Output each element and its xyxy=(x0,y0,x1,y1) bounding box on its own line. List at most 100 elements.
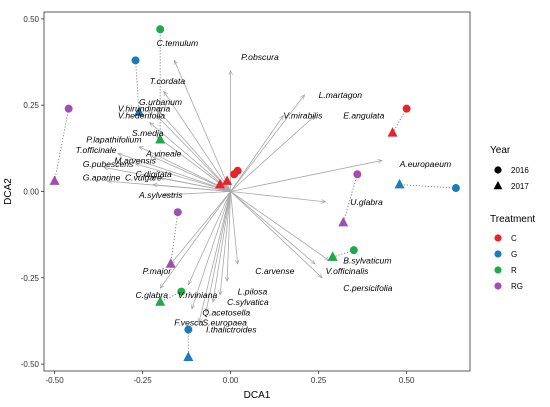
vector-arrow-f-vesca xyxy=(192,191,231,309)
point-g-2017 xyxy=(183,351,194,361)
vector-arrow-t-cordata xyxy=(164,91,231,192)
x-axis-tick-label: 0.50 xyxy=(399,376,415,385)
species-label-g-urbanum: G.urbanum xyxy=(139,97,182,107)
x-axis-tick-label: 0.25 xyxy=(311,376,327,385)
species-label-c-temulum: C.temulum xyxy=(157,38,199,48)
species-label-p-major: P.major xyxy=(143,266,173,276)
species-labels-layer: C.temulum P.obscura T.cordata L.martagon G.u… xyxy=(76,38,452,335)
legend-year-circle-icon xyxy=(494,166,502,174)
x-axis-tick-label: 0.00 xyxy=(223,376,239,385)
vector-arrow-v-hederifolia xyxy=(150,122,231,192)
vector-arrow-t-officinale xyxy=(118,154,231,192)
point-g-2016 xyxy=(451,184,460,193)
species-label-v-officinalis: V.officinalis xyxy=(326,266,370,276)
species-label-l-martagon: L.martagon xyxy=(319,90,363,100)
legend-treatment-title: Treatment xyxy=(490,214,535,225)
vector-arrow-v-riviniana xyxy=(187,191,231,285)
species-label-l-pilosa: L.pilosa xyxy=(238,287,268,297)
vector-arrow-c-arvense xyxy=(230,191,238,264)
axes-layer: -0.50 -0.25 0.00 0.25 0.50 -0.50 -0.25 0.00 0.25… xyxy=(3,15,415,401)
species-label-s-europaea: S.europaea xyxy=(202,318,247,328)
species-label-p-obscura: P.obscura xyxy=(241,52,279,62)
point-c-2017 xyxy=(215,178,226,189)
point-g-2016 xyxy=(131,56,140,65)
vector-arrow-v-mirabilis xyxy=(230,116,284,192)
species-label-c-arvense: C.arvense xyxy=(255,266,294,276)
vector-arrow-l-martagon xyxy=(230,95,305,192)
species-label-t-cordata: T.cordata xyxy=(150,76,186,86)
point-r-2016 xyxy=(177,287,186,296)
y-axis-tick-label: 0.25 xyxy=(23,101,39,110)
x-axis-tick-label: -0.50 xyxy=(45,376,64,385)
species-label-v-mirabilis: V.mirabilis xyxy=(283,111,323,121)
species-label-c-digitata: C.digitata xyxy=(136,169,173,179)
pair-connector-line xyxy=(399,184,456,189)
y-axis-title: DCA2 xyxy=(3,178,14,205)
species-label-c-sylvatica: C.sylvatica xyxy=(227,297,269,307)
point-rg-2016 xyxy=(353,170,362,179)
point-c-2016 xyxy=(402,104,411,113)
sample-points-layer xyxy=(49,25,460,361)
vector-arrow-m-arvensis xyxy=(136,164,231,192)
vector-arrow-e-angulata xyxy=(230,116,315,192)
point-rg-2016 xyxy=(64,104,73,113)
vector-arrow-c-temulum xyxy=(173,60,231,192)
vector-arrow-c-sylvatica xyxy=(220,191,231,296)
species-label-v-hederifolia: V.hederifolia xyxy=(118,111,165,121)
point-c-2017 xyxy=(387,127,398,137)
point-rg-2017 xyxy=(338,216,349,227)
legend-treatment-swatch xyxy=(494,266,502,274)
vector-arrow-v-hirundinaria xyxy=(157,116,231,192)
species-label-t-officinale: T.officinale xyxy=(76,145,117,155)
point-g-2017 xyxy=(134,106,145,116)
legend-year-label: 2016 xyxy=(511,166,529,175)
vector-arrow-a-europaeum xyxy=(230,160,382,192)
legend-treatment-label: R xyxy=(511,266,517,275)
legend-year-label: 2017 xyxy=(511,182,529,191)
species-label-s-media: S.media xyxy=(132,128,164,138)
vector-arrow-c-persicifolia xyxy=(230,191,323,278)
vector-arrow-p-major xyxy=(171,191,231,264)
species-label-f-vesca: F.vesca xyxy=(174,318,203,328)
vector-arrow-c-glabra xyxy=(160,191,231,289)
y-axis-tick-label: 0.00 xyxy=(23,188,39,197)
point-g-2017 xyxy=(394,178,405,189)
point-rg-2016 xyxy=(173,208,182,217)
point-c-2016 xyxy=(230,170,239,179)
species-label-v-hirundinaria: V.hirundinaria xyxy=(118,104,171,114)
point-r-2016 xyxy=(156,25,165,34)
legend-treatment-swatch xyxy=(494,234,502,242)
species-label-a-vineale: A.vineale xyxy=(145,149,182,159)
vector-arrow-s-europaea xyxy=(206,191,231,313)
species-label-a-europaeum: A.europaeum xyxy=(399,159,452,169)
point-r-2016 xyxy=(349,246,358,255)
vector-arrow-q-acetosella xyxy=(213,191,231,302)
point-r-2017 xyxy=(155,296,166,306)
vector-arrow-g-urbanum xyxy=(157,109,231,192)
species-label-e-angulata: E.angulata xyxy=(343,111,384,121)
legend-year-triangle-icon xyxy=(493,180,503,190)
vector-arrow-l-pilosa xyxy=(227,191,231,282)
vector-arrow-a-sylvestris xyxy=(164,191,231,195)
legend: Year 2016 2017 Treatment CGR RG xyxy=(490,145,535,291)
vector-arrow-c-digitata xyxy=(160,178,231,192)
x-axis-title: DCA1 xyxy=(244,390,271,401)
species-label-q-acetosella: Q.acetosella xyxy=(202,307,250,317)
point-c-2017 xyxy=(222,175,233,185)
species-label-v-riviniana: V.riviniana xyxy=(178,290,218,300)
plot-frame-layer xyxy=(43,11,471,372)
point-g-2016 xyxy=(184,325,193,334)
y-axis-tick-label: 0.50 xyxy=(23,15,39,24)
legend-treatment-label: RG xyxy=(511,282,523,291)
point-r-2017 xyxy=(327,251,338,261)
legend-treatment-swatch xyxy=(494,250,502,258)
vector-arrow-v-officinalis xyxy=(230,191,315,264)
vector-arrow-c-vulgare xyxy=(153,185,231,192)
species-label-u-glabra: U.glabra xyxy=(350,197,383,207)
pair-connector-line xyxy=(392,108,408,134)
point-r-2017 xyxy=(155,133,166,144)
legend-treatment-label: G xyxy=(511,250,517,259)
vector-arrow-i-thalictroides xyxy=(199,191,231,323)
